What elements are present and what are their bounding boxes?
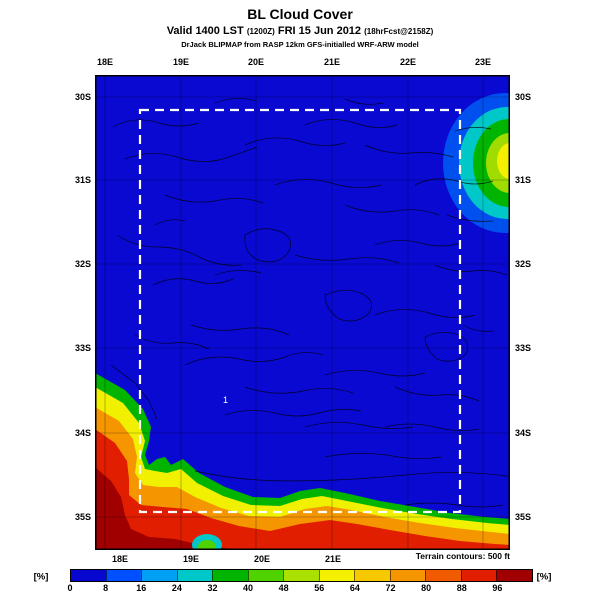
terrain-note: Terrain contours: 500 ft (415, 551, 510, 561)
map-frame (95, 75, 510, 550)
colorbar-segment (496, 570, 532, 581)
lat-label-left: 32S (74, 259, 92, 269)
lon-label-top: 20E (247, 57, 265, 67)
colorbar-unit-left: [%] (33, 571, 49, 583)
valid-date: FRI 15 Jun 2012 (277, 25, 362, 37)
lat-label-left: 35S (74, 512, 92, 522)
lat-label-left: 30S (74, 92, 92, 102)
map-svg: 1 (95, 75, 567, 556)
colorbar-tick-label: 88 (456, 583, 467, 593)
colorbar-segment (425, 570, 461, 581)
colorbar-tick-label: 48 (278, 583, 289, 593)
lon-label-bottom: 20E (253, 554, 271, 564)
lon-label-top: 23E (474, 57, 492, 67)
colorbar-segment (389, 570, 426, 581)
lon-label-top: 21E (323, 57, 341, 67)
colorbar-segment (212, 570, 248, 581)
colorbar-tick-label: 64 (349, 583, 360, 593)
lat-label-right: 30S (514, 92, 532, 102)
colorbar-segment (176, 570, 213, 581)
valid-init-time: (1200Z) (246, 27, 275, 36)
colorbar-segment (71, 570, 106, 581)
lat-label-right: 35S (514, 512, 532, 522)
lon-label-top: 22E (399, 57, 417, 67)
lon-label-bottom: 19E (182, 554, 200, 564)
forecast-lead: (18hrFcst@2158Z) (364, 27, 434, 36)
lat-label-right: 34S (514, 428, 532, 438)
colorbar-segment (283, 570, 319, 581)
colorbar-tick-label: 8 (103, 583, 109, 593)
map-marker-label: 1 (223, 395, 228, 405)
colorbar-segment (141, 570, 177, 581)
colorbar-segment (318, 570, 355, 581)
colorbar-tick-label: 0 (67, 583, 73, 593)
valid-line: Valid 1400 LST (1200Z) FRI 15 Jun 2012 (… (0, 25, 600, 37)
colorbar-segment (105, 570, 142, 581)
lat-label-left: 33S (74, 343, 92, 353)
lon-label-bottom: 21E (324, 554, 342, 564)
terrain-contours (110, 98, 514, 508)
colorbar-tick-label: 56 (314, 583, 325, 593)
lat-label-right: 33S (514, 343, 532, 353)
colorbar-tick-label: 24 (171, 583, 182, 593)
colorbar (70, 569, 533, 582)
valid-time: Valid 1400 LST (166, 25, 244, 37)
lon-label-bottom: 18E (111, 554, 129, 564)
colorbar-tick-label: 72 (385, 583, 396, 593)
map-area: 1 (95, 75, 567, 556)
colorbar-tick-label: 32 (207, 583, 218, 593)
colorbar-tick-label: 16 (136, 583, 147, 593)
colorbar-segment (247, 570, 284, 581)
colorbar-unit-right: [%] (536, 571, 552, 583)
gridlines (95, 75, 510, 550)
ocean-cloud-region (95, 373, 510, 550)
lon-label-top: 19E (172, 57, 190, 67)
lat-label-left: 34S (74, 428, 92, 438)
colorbar-tick-label: 40 (243, 583, 254, 593)
colorbar-segment (354, 570, 390, 581)
model-attribution: DrJack BLIPMAP from RASP 12km GFS-initia… (181, 40, 419, 49)
colorbar-tick-label: 80 (421, 583, 432, 593)
lat-label-right: 32S (514, 259, 532, 269)
lon-label-top: 18E (96, 57, 114, 67)
lat-label-right: 31S (514, 175, 532, 185)
chart-title: BL Cloud Cover (247, 6, 353, 22)
lat-label-left: 31S (74, 175, 92, 185)
colorbar-tick-label: 96 (492, 583, 503, 593)
header: BL Cloud Cover Valid 1400 LST (1200Z) FR… (0, 6, 600, 49)
colorbar-segment (460, 570, 497, 581)
